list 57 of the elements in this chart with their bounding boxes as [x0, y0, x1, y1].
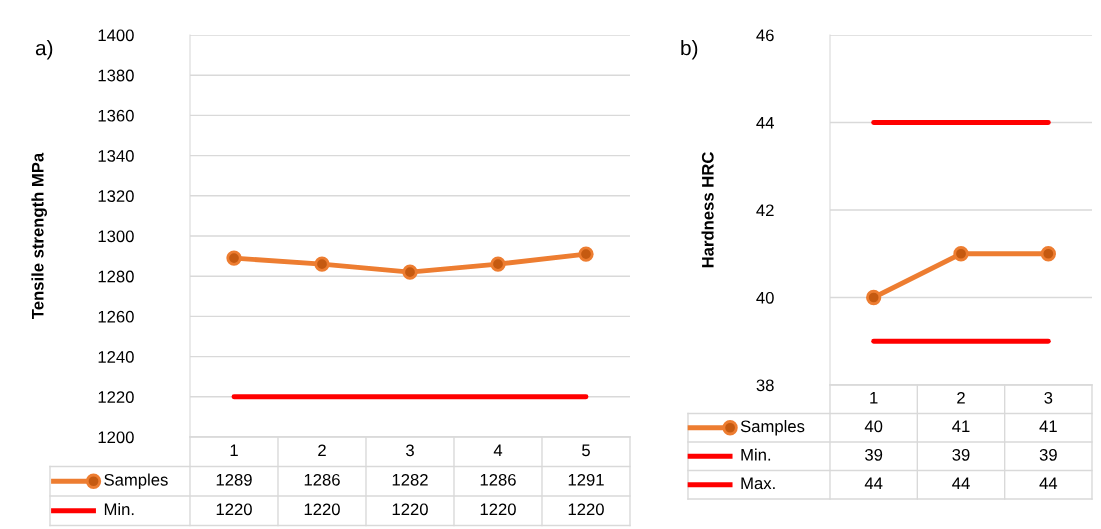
- data-label: 1282: [392, 473, 428, 486]
- y-tick-label: 1300: [98, 230, 134, 243]
- point: [226, 250, 242, 266]
- data-label: 1291: [568, 473, 604, 486]
- y-tick-label: 40: [756, 291, 774, 304]
- x-tick-label: 4: [493, 444, 503, 457]
- y-tick-label: 1240: [98, 351, 134, 363]
- data-label: 44: [1039, 477, 1058, 490]
- legend-label: Min.: [104, 502, 134, 516]
- point: [314, 256, 330, 272]
- legend-label: Samples: [104, 473, 168, 490]
- y-tick-label: 1360: [98, 109, 134, 122]
- y-tick-label: 1220: [98, 391, 134, 403]
- y-axis-title: Tensile strength MPa: [31, 152, 47, 320]
- data-label: 1286: [480, 473, 516, 486]
- y-tick-label: 38: [756, 379, 774, 392]
- data-label: 1220: [216, 503, 252, 516]
- y-tick-label: 1280: [98, 270, 134, 283]
- data-label: 1286: [304, 473, 340, 486]
- data-label: 1220: [568, 503, 604, 516]
- data-label: 41: [952, 420, 970, 433]
- y-tick-label: 1400: [98, 29, 134, 42]
- x-tick-label: 3: [1044, 391, 1053, 404]
- data-label: 39: [865, 448, 883, 461]
- data-label: 1220: [392, 503, 428, 516]
- y-tick-label: 44: [756, 117, 774, 129]
- y-tick-label: 1260: [98, 310, 134, 323]
- data-label: 44: [952, 477, 970, 490]
- point: [490, 256, 506, 272]
- point: [578, 246, 594, 262]
- y-axis-title: Hardness HRC: [701, 152, 714, 268]
- data-label: 44: [864, 477, 883, 490]
- y-tick-label: 1340: [98, 150, 134, 162]
- legend-label: Max.: [741, 477, 775, 490]
- data-label: 39: [952, 448, 970, 461]
- x-tick-label: 5: [582, 444, 590, 457]
- data-label: 1289: [216, 473, 252, 486]
- chart-title: a): [35, 40, 53, 60]
- x-tick-label: 2: [318, 444, 326, 457]
- x-tick-label: 1: [230, 444, 238, 457]
- legend-label: Min.: [741, 448, 771, 461]
- x-tick-label: 1: [870, 392, 878, 404]
- chart-title: b): [681, 40, 698, 60]
- y-tick-label: 1200: [98, 431, 134, 444]
- y-tick-label: 1380: [98, 69, 134, 82]
- data-label: 40: [864, 420, 883, 433]
- y-tick-label: 46: [756, 29, 774, 42]
- y-tick-label: 1320: [98, 190, 134, 202]
- data-label: 1220: [304, 503, 340, 516]
- x-tick-label: 3: [406, 444, 414, 457]
- x-tick-label: 2: [957, 391, 965, 404]
- point: [402, 264, 418, 280]
- data-label: 41: [1039, 420, 1057, 433]
- y-tick-label: 42: [756, 204, 774, 217]
- data-label: 39: [1039, 448, 1057, 461]
- legend-label: Samples: [740, 419, 805, 436]
- data-label: 1220: [480, 503, 516, 516]
